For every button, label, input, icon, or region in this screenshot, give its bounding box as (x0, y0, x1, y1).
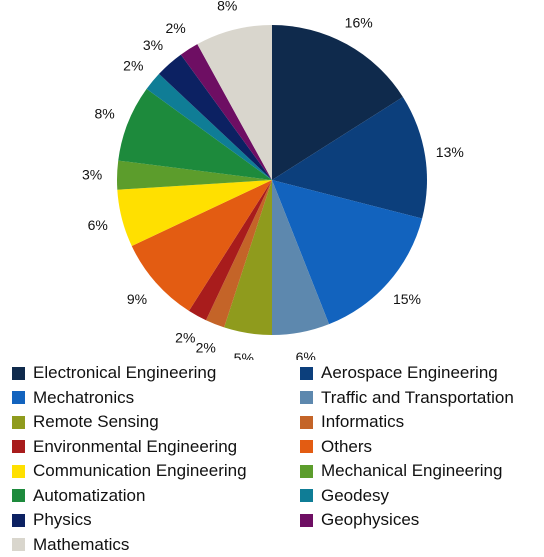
legend-item: Remote Sensing (8, 412, 296, 432)
legend-swatch (12, 391, 25, 404)
legend-label: Mechanical Engineering (321, 461, 502, 481)
legend-item: Aerospace Engineering (296, 363, 536, 383)
legend-item: Others (296, 437, 536, 457)
legend-row: Remote Sensing Informatics (8, 410, 544, 435)
legend-swatch (300, 367, 313, 380)
legend-label: Geophysices (321, 510, 419, 530)
slice-percent-label: 5% (234, 350, 254, 360)
legend-label: Traffic and Transportation (321, 388, 514, 408)
slice-percent-label: 3% (82, 166, 102, 182)
slice-percent-label: 16% (345, 14, 373, 30)
slice-percent-label: 6% (88, 217, 108, 233)
legend-label: Electronical Engineering (33, 363, 216, 383)
legend-row: Communication Engineering Mechanical Engi… (8, 459, 544, 484)
legend-label: Mathematics (33, 535, 129, 555)
legend-swatch (12, 440, 25, 453)
legend-item: Traffic and Transportation (296, 388, 536, 408)
legend-swatch (300, 416, 313, 429)
slice-percent-label: 6% (296, 349, 316, 360)
legend-swatch (12, 489, 25, 502)
chart-legend: Electronical Engineering Aerospace Engine… (8, 361, 544, 557)
legend-item: Geodesy (296, 486, 536, 506)
legend-label: Geodesy (321, 486, 389, 506)
legend-item: Physics (8, 510, 296, 530)
legend-swatch (300, 489, 313, 502)
legend-item: Electronical Engineering (8, 363, 296, 383)
legend-swatch (300, 514, 313, 527)
legend-swatch (300, 391, 313, 404)
slice-percent-label: 2% (165, 20, 185, 36)
legend-swatch (300, 465, 313, 478)
legend-item: Mechanical Engineering (296, 461, 536, 481)
legend-item: Mathematics (8, 535, 296, 555)
legend-item: Communication Engineering (8, 461, 296, 481)
legend-row: Automatization Geodesy (8, 484, 544, 509)
slice-percent-label: 13% (436, 144, 464, 160)
legend-label: Informatics (321, 412, 404, 432)
slice-percent-label: 2% (196, 339, 216, 355)
slice-percent-label: 2% (123, 57, 143, 73)
legend-item: Automatization (8, 486, 296, 506)
legend-label: Communication Engineering (33, 461, 247, 481)
legend-swatch (12, 514, 25, 527)
slice-percent-label: 2% (175, 330, 195, 346)
legend-label: Remote Sensing (33, 412, 159, 432)
legend-item: Mechatronics (8, 388, 296, 408)
legend-label: Aerospace Engineering (321, 363, 498, 383)
legend-label: Automatization (33, 486, 145, 506)
pie-chart: 16%13%15%6%5%2%2%9%6%3%8%2%3%2%8% (0, 0, 544, 360)
legend-item: Informatics (296, 412, 536, 432)
legend-swatch (300, 440, 313, 453)
legend-swatch (12, 538, 25, 551)
legend-label: Environmental Engineering (33, 437, 237, 457)
legend-swatch (12, 465, 25, 478)
legend-label: Mechatronics (33, 388, 134, 408)
legend-item: Geophysices (296, 510, 536, 530)
legend-swatch (12, 416, 25, 429)
legend-label: Physics (33, 510, 92, 530)
slice-percent-label: 9% (127, 291, 147, 307)
legend-row: Mathematics (8, 533, 544, 557)
slice-percent-label: 3% (143, 37, 163, 53)
slice-percent-label: 8% (217, 0, 237, 14)
slice-percent-label: 15% (393, 291, 421, 307)
legend-label: Others (321, 437, 372, 457)
legend-swatch (12, 367, 25, 380)
legend-row: Electronical Engineering Aerospace Engine… (8, 361, 544, 386)
legend-item: Environmental Engineering (8, 437, 296, 457)
legend-row: Mechatronics Traffic and Transportation (8, 386, 544, 411)
legend-row: Physics Geophysices (8, 508, 544, 533)
legend-row: Environmental Engineering Others (8, 435, 544, 460)
slice-percent-label: 8% (94, 106, 114, 122)
